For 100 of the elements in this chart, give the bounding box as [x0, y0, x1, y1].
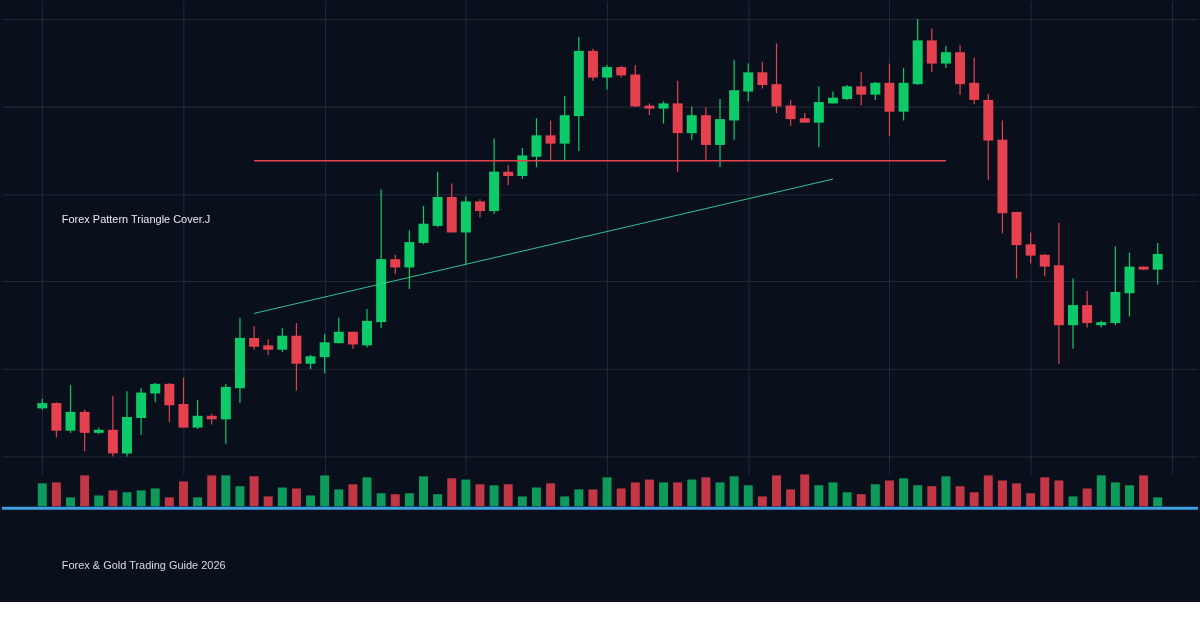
bar — [913, 485, 923, 507]
candlestick — [743, 62, 754, 102]
candlestick — [1039, 253, 1050, 277]
candlestick — [249, 325, 260, 351]
bar — [870, 484, 880, 507]
bar — [772, 475, 781, 507]
bar — [983, 475, 993, 507]
bar — [517, 496, 527, 507]
candlestick — [1068, 277, 1078, 350]
bar — [419, 476, 428, 507]
bar — [320, 475, 330, 507]
bar — [489, 485, 499, 507]
annotation: Forex Pattern Triangle Cover.J — [61, 213, 211, 226]
bar — [1068, 496, 1078, 507]
bar — [178, 481, 188, 507]
bar — [447, 478, 457, 507]
candlestick — [517, 147, 528, 180]
bar — [673, 482, 683, 507]
bar — [602, 477, 612, 507]
bar — [136, 490, 146, 507]
bar — [80, 475, 90, 507]
candlestick — [319, 333, 330, 374]
candlestick — [333, 317, 344, 344]
bar — [574, 489, 584, 507]
bar — [616, 488, 626, 507]
bar — [997, 480, 1007, 507]
bar — [842, 492, 852, 507]
candlestick — [856, 71, 867, 107]
bar — [164, 497, 174, 507]
candlestick — [79, 409, 90, 452]
candlestick — [178, 377, 189, 429]
bar — [376, 493, 386, 507]
bar — [1110, 482, 1120, 507]
bar — [51, 482, 61, 507]
candlestick — [277, 327, 288, 353]
bar — [1139, 475, 1149, 507]
bar — [108, 490, 118, 507]
bar — [475, 484, 485, 507]
candlestick — [107, 395, 118, 458]
bar — [291, 488, 301, 507]
candlestick — [503, 164, 514, 186]
bar — [828, 482, 838, 507]
candlestick — [531, 117, 542, 168]
bar — [277, 487, 287, 507]
bar — [503, 484, 513, 507]
candlestick — [192, 399, 203, 430]
text: Forex & Gold Trading Guide 2026 — [61, 559, 226, 572]
bar — [927, 486, 937, 507]
bar — [461, 479, 471, 507]
bar — [362, 477, 372, 507]
bar — [546, 483, 556, 507]
candlestick — [150, 382, 161, 403]
bar — [715, 482, 725, 507]
bar — [235, 486, 245, 507]
bar — [899, 478, 909, 507]
bar — [1040, 477, 1050, 507]
bar — [433, 494, 443, 507]
bar — [249, 476, 259, 507]
bar — [263, 496, 273, 507]
candlestick — [1082, 290, 1093, 329]
bar — [588, 489, 598, 507]
bar — [941, 476, 951, 507]
bar — [757, 496, 767, 507]
bar — [306, 495, 316, 507]
candlestick — [475, 198, 485, 219]
bar — [729, 476, 739, 507]
candlestick — [164, 382, 175, 423]
bar — [94, 495, 104, 507]
candlestick — [940, 45, 951, 69]
bar — [1153, 497, 1163, 507]
bar — [955, 486, 965, 507]
bar — [1026, 493, 1036, 507]
candlestick — [1025, 231, 1036, 265]
bar — [1082, 488, 1092, 507]
candlestick — [602, 64, 613, 90]
bar — [531, 487, 541, 507]
bar — [37, 483, 47, 507]
bar — [687, 479, 697, 507]
bar — [348, 484, 358, 507]
bar — [150, 488, 160, 507]
candlestick — [1152, 242, 1163, 286]
bar — [390, 494, 400, 507]
bar — [659, 482, 669, 507]
candlestick — [757, 61, 768, 90]
bar — [743, 485, 753, 507]
bar — [969, 492, 979, 507]
bar — [221, 475, 231, 507]
bar — [560, 496, 570, 507]
candlestick — [65, 384, 76, 434]
bar — [207, 475, 217, 507]
bar — [630, 482, 640, 507]
bar — [800, 474, 810, 507]
bar — [1012, 483, 1022, 507]
bar — [856, 494, 866, 507]
bar — [701, 477, 711, 507]
candlestick — [658, 100, 669, 125]
candlestick — [969, 56, 980, 105]
candlestick — [686, 105, 697, 141]
bar — [814, 485, 824, 507]
candlestick — [926, 27, 937, 73]
